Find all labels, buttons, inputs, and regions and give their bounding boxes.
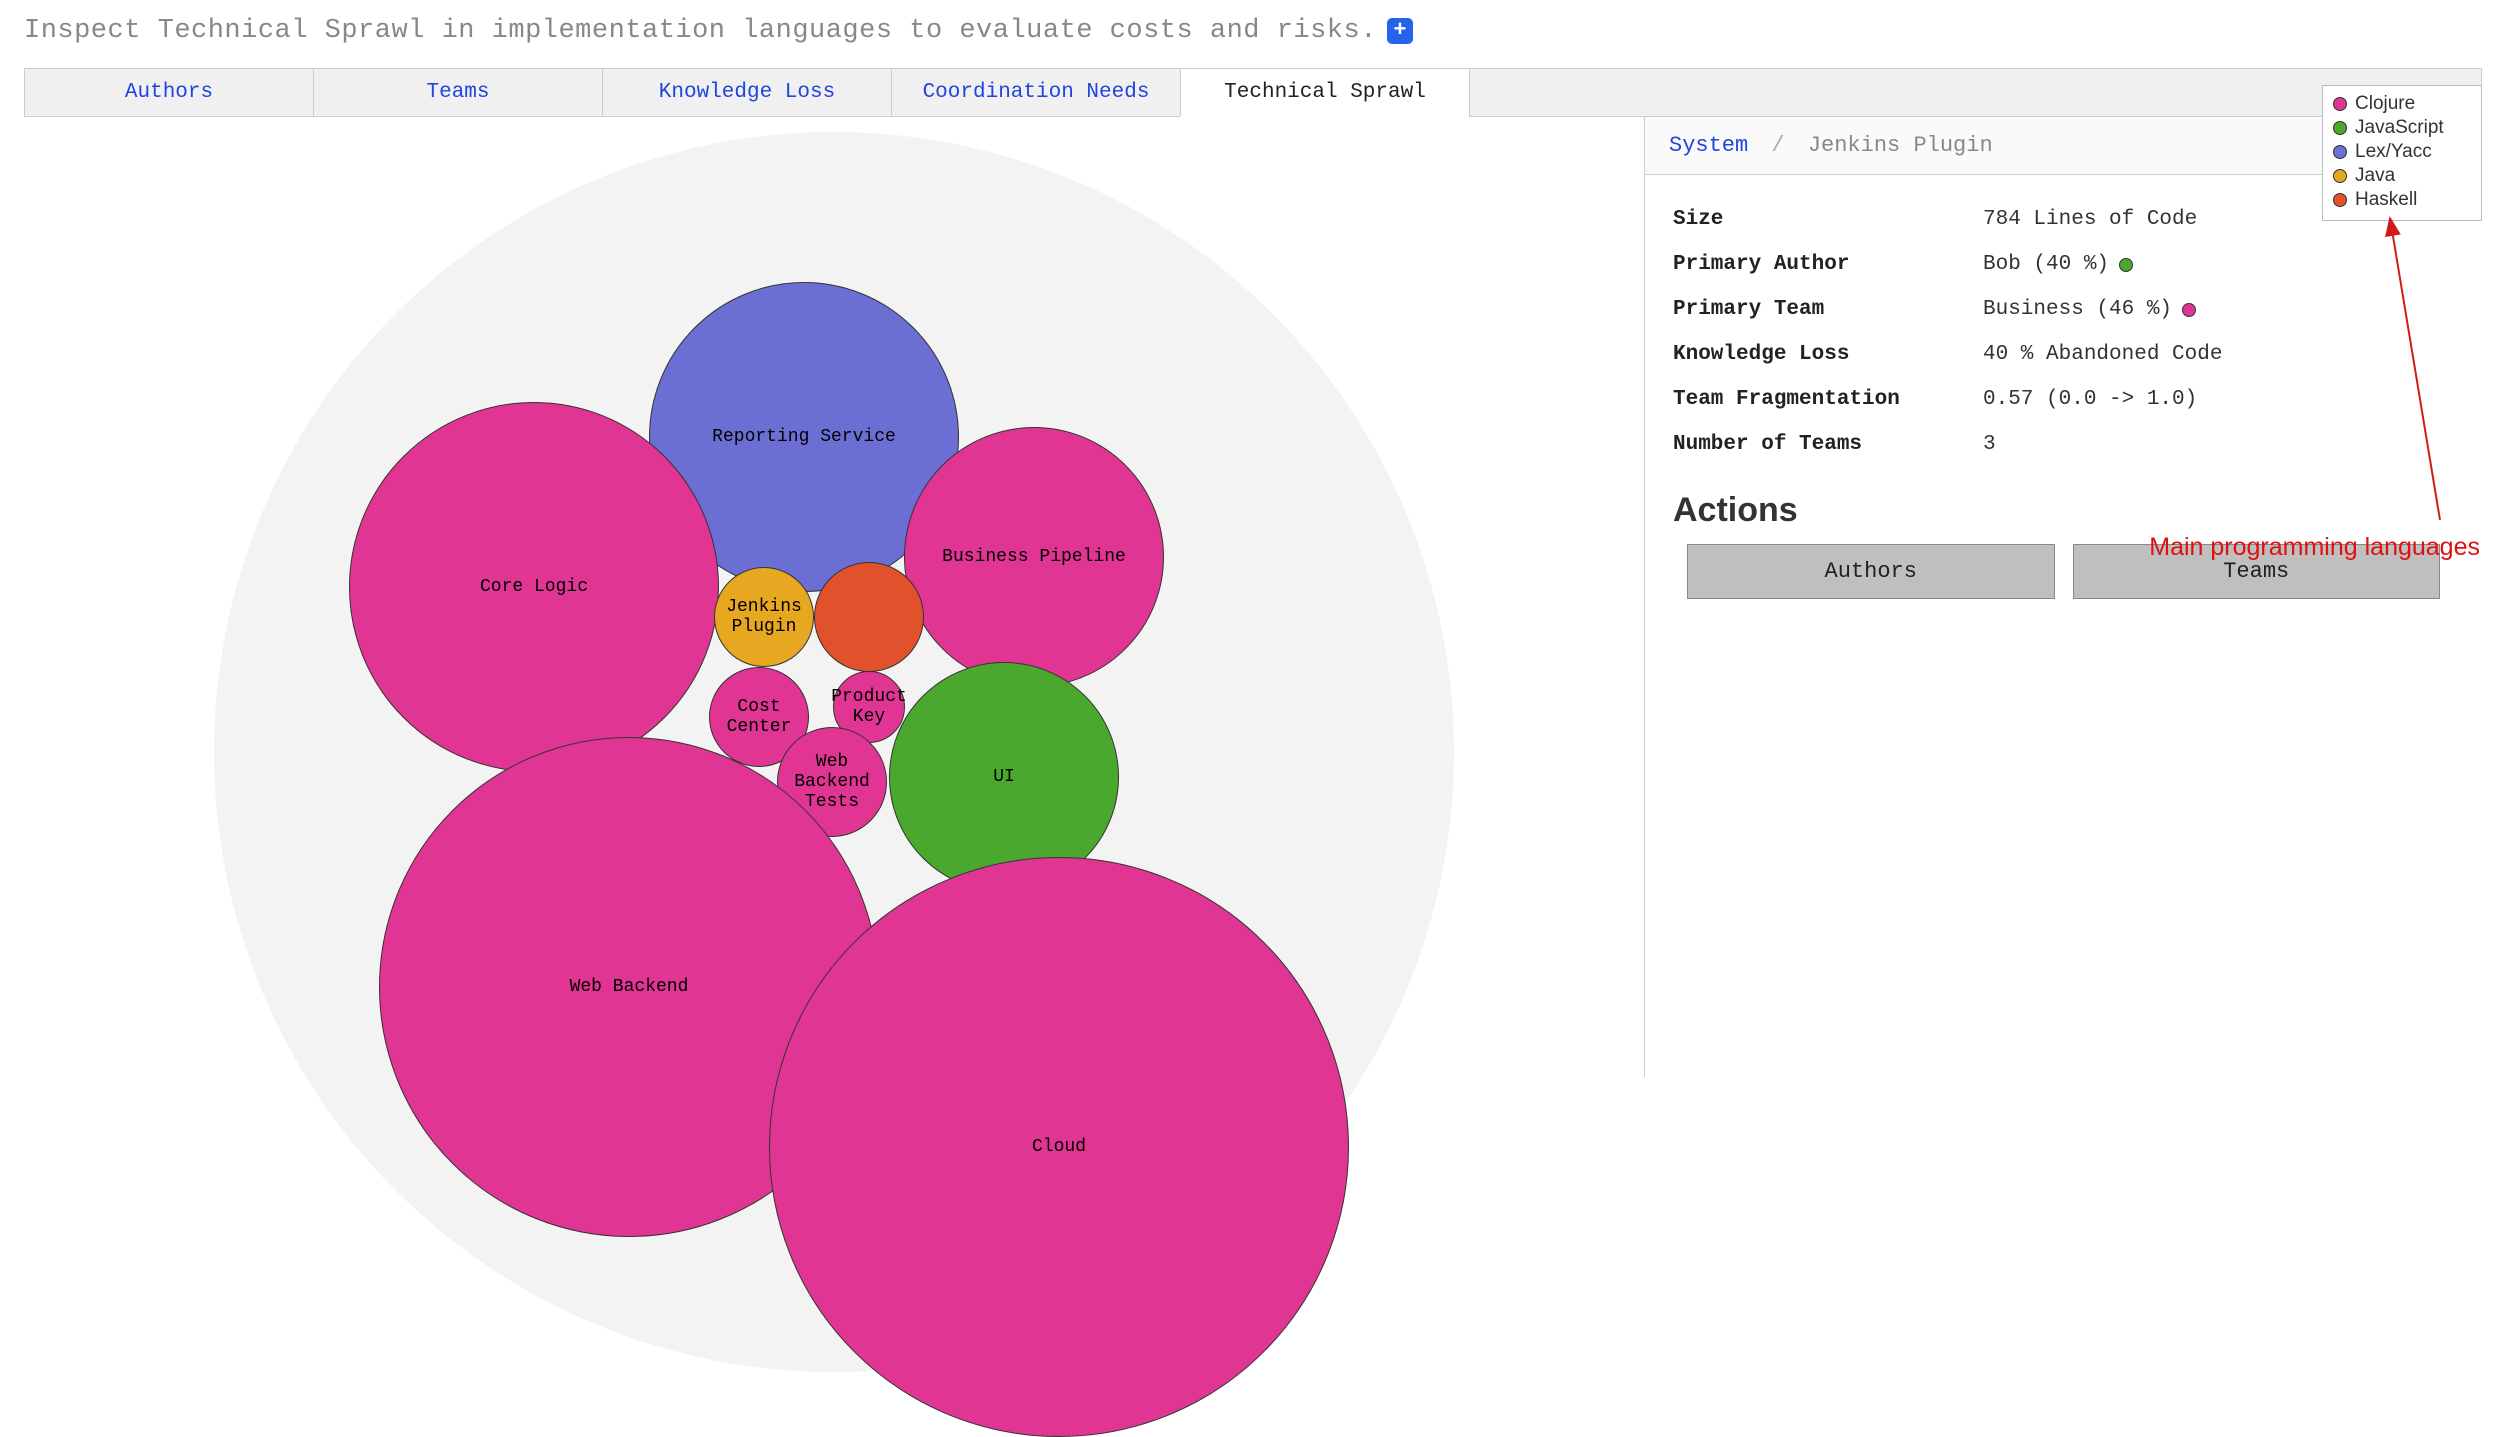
detail-label: Number of Teams (1673, 433, 1983, 456)
detail-row: Team Fragmentation0.57 (0.0 -> 1.0) (1673, 377, 2454, 422)
tabs: Authors Teams Knowledge Loss Coordinatio… (24, 68, 2482, 117)
legend: ClojureJavaScriptLex/YaccJavaHaskell (2322, 85, 2482, 221)
legend-label: JavaScript (2355, 117, 2444, 139)
bubble-label: UI (987, 767, 1021, 787)
action-authors-button[interactable]: Authors (1687, 544, 2055, 599)
tab-teams[interactable]: Teams (313, 68, 603, 117)
breadcrumb-root[interactable]: System (1669, 133, 1748, 158)
detail-panel: System / Jenkins Plugin Size784 Lines of… (1644, 116, 2482, 1077)
circle-pack-viz: Reporting Service Core Logic Business Pipe… (24, 117, 1644, 1077)
detail-value: 784 Lines of Code (1983, 208, 2197, 231)
bubble-label: Cloud (1026, 1137, 1092, 1157)
detail-value: Bob (40 %) (1983, 253, 2133, 276)
legend-label: Java (2355, 165, 2395, 187)
detail-row: Primary AuthorBob (40 %) (1673, 242, 2454, 287)
bubble-label: Jenkins Plugin (715, 597, 813, 637)
detail-label: Knowledge Loss (1673, 343, 1983, 366)
add-icon[interactable]: + (1387, 18, 1413, 44)
detail-label: Primary Author (1673, 253, 1983, 276)
tab-technical-sprawl[interactable]: Technical Sprawl (1180, 68, 1470, 117)
detail-value: 40 % Abandoned Code (1983, 343, 2222, 366)
bubble-label: Web Backend (564, 977, 695, 997)
detail-value: Business (46 %) (1983, 298, 2196, 321)
legend-label: Lex/Yacc (2355, 141, 2432, 163)
bubble-label: Cost Center (710, 697, 808, 737)
legend-dot-icon (2333, 145, 2347, 159)
tab-authors[interactable]: Authors (24, 68, 314, 117)
legend-dot-icon (2333, 121, 2347, 135)
detail-label: Primary Team (1673, 298, 1983, 321)
main-content: Reporting Service Core Logic Business Pipe… (24, 117, 2482, 1077)
annotation-label: Main programming languages (2149, 533, 2480, 562)
legend-dot-icon (2333, 193, 2347, 207)
legend-item: Haskell (2333, 188, 2471, 212)
detail-label: Size (1673, 208, 1983, 231)
page-header: Inspect Technical Sprawl in implementati… (0, 0, 2506, 54)
bubble-label: Core Logic (474, 577, 594, 597)
bubble-label: Business Pipeline (936, 547, 1132, 567)
detail-row: Knowledge Loss40 % Abandoned Code (1673, 332, 2454, 377)
bubble-core-logic[interactable]: Core Logic (349, 402, 719, 772)
bubble-business-pipeline[interactable]: Business Pipeline (904, 427, 1164, 687)
bubble-jenkins-plugin[interactable]: Jenkins Plugin (714, 567, 814, 667)
bubble-unnamed[interactable] (814, 562, 924, 672)
tab-coordination-needs[interactable]: Coordination Needs (891, 68, 1181, 117)
header-title: Inspect Technical Sprawl in implementati… (24, 16, 1377, 46)
legend-item: Java (2333, 164, 2471, 188)
detail-row: Primary TeamBusiness (46 %) (1673, 287, 2454, 332)
legend-label: Clojure (2355, 93, 2415, 115)
legend-item: Clojure (2333, 92, 2471, 116)
breadcrumb-separator: / (1771, 133, 1784, 158)
bubble-label: Reporting Service (706, 427, 902, 447)
legend-item: Lex/Yacc (2333, 140, 2471, 164)
legend-label: Haskell (2355, 189, 2417, 211)
legend-item: JavaScript (2333, 116, 2471, 140)
bubble-cloud[interactable]: Cloud (769, 857, 1349, 1437)
breadcrumb-current: Jenkins Plugin (1808, 133, 1993, 158)
legend-dot-icon (2333, 97, 2347, 111)
color-dot-icon (2182, 303, 2196, 317)
legend-dot-icon (2333, 169, 2347, 183)
detail-label: Team Fragmentation (1673, 388, 1983, 411)
detail-value: 0.57 (0.0 -> 1.0) (1983, 388, 2197, 411)
detail-value: 3 (1983, 433, 1996, 456)
tab-knowledge-loss[interactable]: Knowledge Loss (602, 68, 892, 117)
bubble-label: Product Key (825, 687, 913, 727)
color-dot-icon (2119, 258, 2133, 272)
detail-row: Number of Teams3 (1673, 422, 2454, 467)
